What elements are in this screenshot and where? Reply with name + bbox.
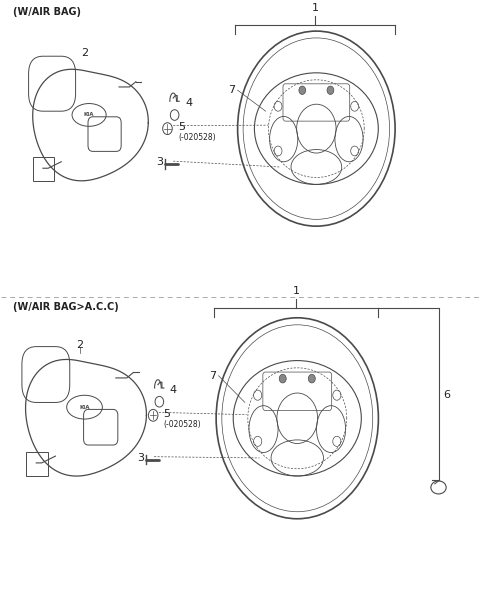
Text: KIA: KIA xyxy=(84,112,95,118)
Text: 3: 3 xyxy=(138,453,144,463)
Text: 5: 5 xyxy=(164,409,171,419)
Circle shape xyxy=(308,374,315,383)
Text: KIA: KIA xyxy=(79,405,90,410)
Text: 3: 3 xyxy=(156,158,164,167)
Text: 7: 7 xyxy=(209,371,216,381)
Text: 6: 6 xyxy=(444,390,450,399)
Text: 4: 4 xyxy=(185,99,192,108)
Text: (-020528): (-020528) xyxy=(164,420,201,429)
Text: 5: 5 xyxy=(178,122,185,133)
Text: 1: 1 xyxy=(293,286,300,296)
Circle shape xyxy=(279,374,286,383)
Text: 1: 1 xyxy=(312,4,319,13)
Text: (-020528): (-020528) xyxy=(178,133,216,142)
Text: 2: 2 xyxy=(77,340,84,350)
Text: (W/AIR BAG>A.C.C): (W/AIR BAG>A.C.C) xyxy=(13,302,119,312)
Text: 4: 4 xyxy=(170,385,177,395)
Text: 7: 7 xyxy=(228,85,235,95)
Text: 2: 2 xyxy=(81,48,88,58)
Circle shape xyxy=(299,86,306,94)
Circle shape xyxy=(327,86,334,94)
Text: (W/AIR BAG): (W/AIR BAG) xyxy=(13,7,81,17)
